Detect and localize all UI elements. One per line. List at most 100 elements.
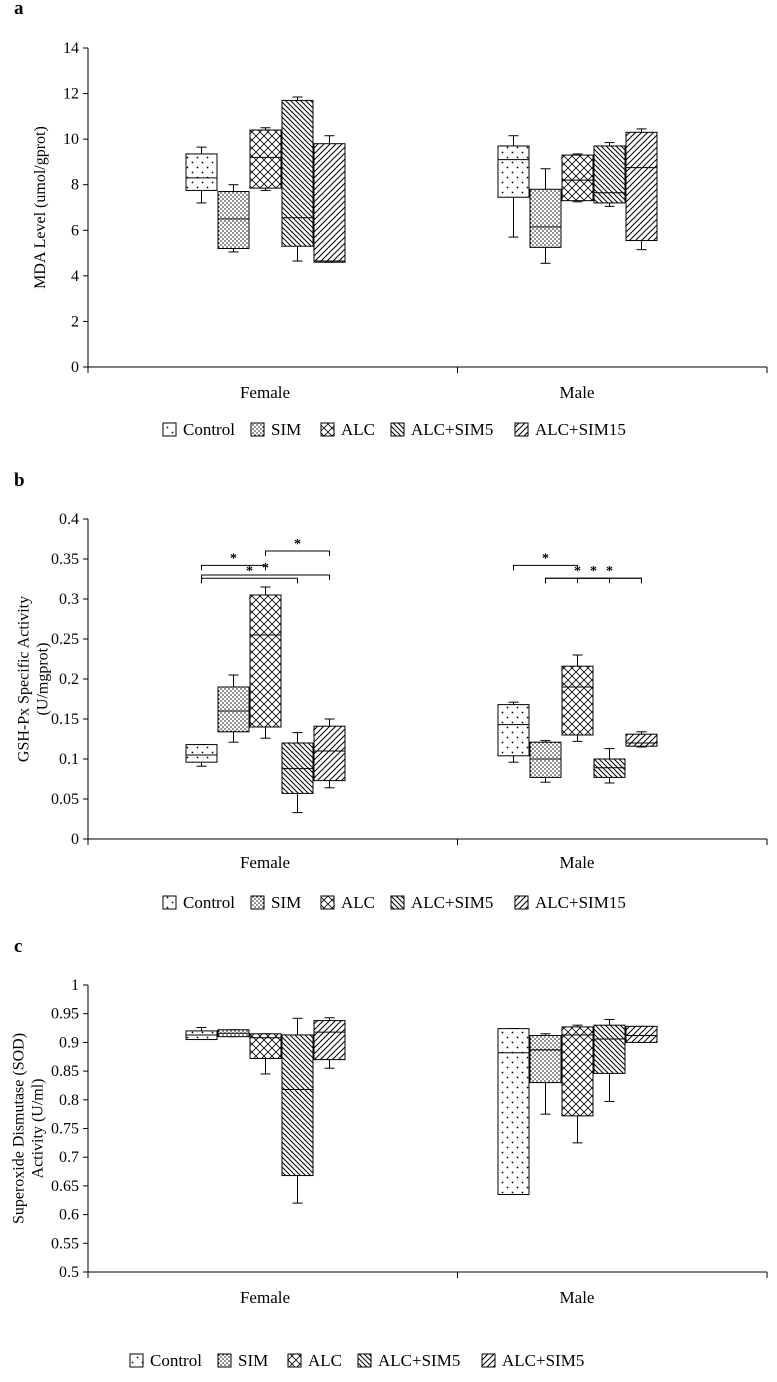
box-female-alc-sim5 <box>281 1017 314 1204</box>
box-male-control <box>497 1028 530 1196</box>
bracket-line <box>513 564 578 571</box>
y-tick-label: 10 <box>63 131 79 148</box>
box-iqr <box>497 1028 530 1196</box>
significance-bracket: * <box>513 551 578 571</box>
group-label-female: Female <box>240 853 290 872</box>
box-iqr <box>561 1026 594 1117</box>
box-female-alc-sim15 <box>313 1017 346 1069</box>
y-tick-label: 0.85 <box>51 1063 79 1080</box>
significance-bracket: * <box>201 564 298 584</box>
y-tick-label: 0.65 <box>51 1178 79 1195</box>
bracket-line <box>577 577 642 584</box>
group-label-male: Male <box>560 383 595 402</box>
panel-letter: a <box>14 0 24 19</box>
legend-label: ALC+SIM5 <box>411 893 493 912</box>
y-tick-label: 0 <box>71 831 79 848</box>
legend-swatch-1 <box>217 1353 232 1368</box>
bracket-line <box>201 577 298 584</box>
box-iqr <box>217 686 250 733</box>
y-tick-label: 0.25 <box>51 631 79 648</box>
y-tick-label: 4 <box>71 268 79 285</box>
legend-swatch-2 <box>287 1353 302 1368</box>
box-iqr <box>625 733 658 747</box>
y-tick-label: 0.8 <box>59 1092 79 1109</box>
box-iqr <box>281 1034 314 1177</box>
y-tick-label: 2 <box>71 313 79 330</box>
box-iqr <box>529 188 562 248</box>
group-label-female: Female <box>240 1288 290 1307</box>
box-female-sim <box>217 674 250 743</box>
box-female-sim <box>217 184 250 253</box>
box-male-sim <box>529 740 562 783</box>
y-tick-label: 0.7 <box>59 1149 79 1166</box>
panel-a: a 0 2 4 6 8 10 12 14 MDA Level (umol/gprot) Female… <box>14 0 768 439</box>
significance-star: * <box>262 561 269 576</box>
box-male-control <box>497 701 530 763</box>
legend-swatch-3 <box>357 1353 372 1368</box>
box-iqr <box>561 154 594 202</box>
box-male-alc-sim15 <box>625 731 658 748</box>
legend-label: SIM <box>271 893 301 912</box>
significance-bracket: * <box>577 564 642 584</box>
y-tick-label: 0.9 <box>59 1034 79 1051</box>
box-male-alc-sim5 <box>593 1018 626 1103</box>
box-iqr <box>249 129 282 189</box>
legend-label: SIM <box>238 1351 268 1370</box>
significance-bracket: * <box>545 564 642 584</box>
y-tick-label: 1 <box>71 977 79 994</box>
bracket-line <box>265 550 330 556</box>
panel-c: c 0.5 0.55 0.6 0.65 0.7 0.75 0.8 0.85 0.9 0.95 1 Sup… <box>11 936 768 1370</box>
legend-swatch-4 <box>514 422 529 437</box>
group-label-female: Female <box>240 383 290 402</box>
box-iqr <box>185 744 218 763</box>
box-female-alc-sim15 <box>313 718 346 789</box>
y-axis-label: MDA Level (umol/gprot) <box>32 126 49 289</box>
panel-letter: c <box>14 936 22 957</box>
box-iqr <box>625 1025 658 1043</box>
y-axis-label: Activity (U/ml) <box>30 1079 47 1179</box>
box-iqr <box>561 665 594 736</box>
box-iqr <box>217 191 250 250</box>
box-iqr <box>625 131 658 242</box>
legend-label: ALC <box>308 1351 342 1370</box>
box-iqr <box>529 1035 562 1084</box>
box-iqr <box>249 594 282 728</box>
significance-star: * <box>606 564 613 579</box>
significance-star: * <box>230 551 237 566</box>
box-male-alc-sim5 <box>593 142 626 207</box>
legend-swatch-4 <box>514 895 529 910</box>
y-tick-label: 12 <box>63 86 79 103</box>
box-female-alc-sim15 <box>313 135 346 263</box>
box-male-control <box>497 135 530 238</box>
legend-swatch-0 <box>129 1353 144 1368</box>
box-female-control <box>185 146 218 204</box>
bracket-line <box>201 574 330 580</box>
y-tick-label: 0.15 <box>51 711 79 728</box>
box-male-alc <box>561 1024 594 1144</box>
box-female-alc <box>249 586 282 739</box>
box-female-alc <box>249 1033 282 1075</box>
y-tick-label: 6 <box>71 222 79 239</box>
box-iqr <box>313 725 346 782</box>
box-male-alc-sim15 <box>625 128 658 251</box>
legend-swatch-0 <box>162 895 177 910</box>
box-iqr <box>313 143 346 263</box>
group-label-male: Male <box>560 1288 595 1307</box>
significance-star: * <box>294 537 301 552</box>
box-iqr <box>185 153 218 191</box>
significance-bracket: * <box>201 551 266 571</box>
legend: Control SIM ALC ALC+SIM5 ALC+SIM15 <box>162 420 626 439</box>
box-iqr <box>593 1024 626 1074</box>
box-female-alc-sim5 <box>281 96 314 262</box>
y-tick-label: 0 <box>71 359 79 376</box>
significance-star: * <box>574 564 581 579</box>
legend-label: ALC+SIM5 <box>378 1351 460 1370</box>
box-iqr <box>497 145 530 198</box>
legend: Control SIM ALC ALC+SIM5 ALC+SIM15 <box>162 893 626 912</box>
panel-b: b 0 0.05 0.1 0.15 0.2 0.25 0.3 0.35 0.4 GSH-Px Spe… <box>14 470 768 912</box>
y-tick-label: 0.1 <box>59 751 79 768</box>
y-tick-label: 0.55 <box>51 1235 79 1252</box>
significance-star: * <box>542 551 549 566</box>
box-female-control <box>185 1026 218 1041</box>
